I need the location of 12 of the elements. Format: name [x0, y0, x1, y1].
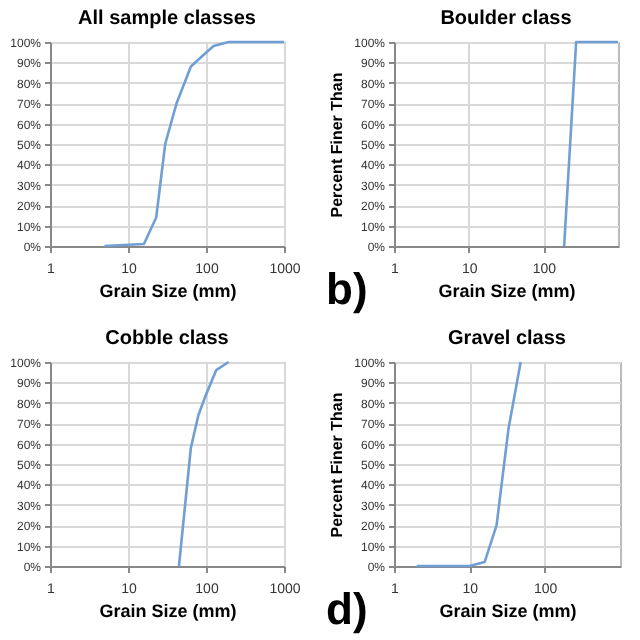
x-axis-title: Grain Size (mm) [99, 281, 237, 301]
y-axis-title: Percent Finer Than [328, 392, 347, 538]
chart-title: Boulder class [440, 8, 573, 30]
x-axis-title: Grain Size (mm) [439, 601, 577, 621]
chart-title: Cobble class [105, 328, 230, 350]
text: d) [326, 584, 368, 636]
chart-title: Gravel class [448, 328, 567, 350]
y-axis-title: Percent Finer Than [328, 72, 347, 218]
x-axis-title: Grain Size (mm) [438, 281, 576, 301]
x-axis-title: Grain Size (mm) [99, 601, 237, 621]
text: b) [326, 264, 368, 316]
chart-title: All sample classes [78, 8, 257, 30]
